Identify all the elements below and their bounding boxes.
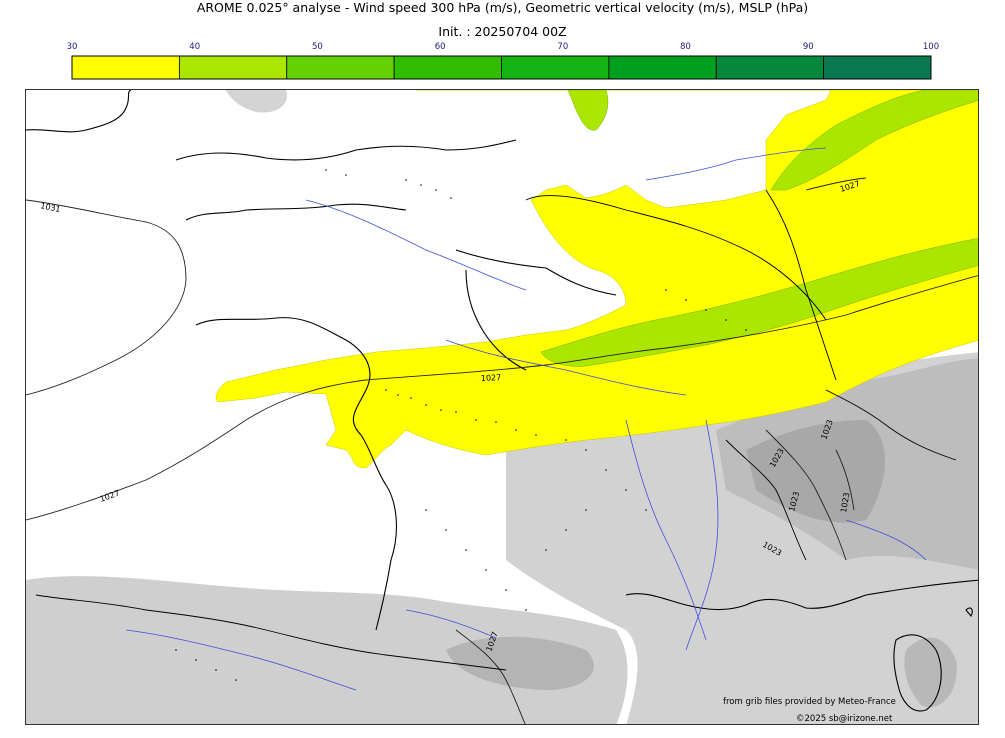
colorbar-cell (715, 55, 825, 80)
weather-map: 1031 1027 1027 1027 1027 1023 1023 1023 … (25, 89, 979, 725)
map-title: AROME 0.025° analyse - Wind speed 300 hP… (196, 0, 809, 15)
source-credit: from grib files provided by Meteo-France (723, 697, 896, 707)
colorbar-cell (178, 55, 288, 80)
borders (35, 189, 957, 671)
colorbar-tick-label: 70 (557, 42, 569, 52)
isobar-label: 1031 (40, 201, 62, 214)
coastlines (26, 90, 978, 712)
colorbar-tick-label: 40 (189, 42, 201, 52)
colorbar-cell (823, 55, 932, 80)
colorbar-tick-label: 100 (922, 42, 940, 52)
map-svg: 1031 1027 1027 1027 1027 1023 1023 1023 … (26, 90, 978, 724)
colorbar-cell (71, 55, 180, 80)
colorbar-cell (286, 55, 395, 80)
colorbar-cell (393, 55, 502, 80)
isobars (26, 177, 978, 724)
isobar-label: 1027 (481, 373, 502, 383)
rivers (125, 147, 927, 691)
isobar-label: 1027 (99, 488, 121, 503)
colorbar-tick-label: 80 (680, 42, 691, 52)
colorbar-tick-label: 90 (802, 42, 814, 52)
department-dots (175, 169, 747, 681)
colorbar-tick-label: 30 (66, 42, 78, 52)
colorbar-tick-label: 60 (434, 42, 446, 52)
map-subtitle: Init. : 20250704 00Z (438, 24, 567, 39)
colorbar-cell (501, 55, 610, 80)
colorbar (71, 55, 932, 80)
colorbar-tick-label: 50 (312, 42, 323, 52)
isobar-label: 1023 (839, 492, 851, 514)
copyright-credit: ©2025 sb@irizone.net (796, 714, 893, 724)
jet-band-40-50 (540, 90, 978, 367)
colorbar-cell (608, 55, 717, 80)
